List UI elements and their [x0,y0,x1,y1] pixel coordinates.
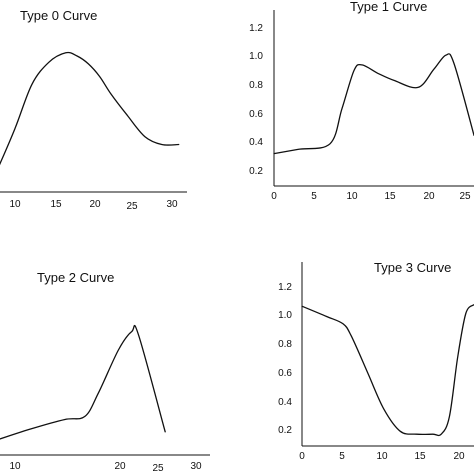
x-tick-label: 25 [152,463,164,474]
x-tick-label: 25 [126,201,138,212]
x-tick-label: 30 [166,199,178,210]
series-line-type-0 [0,51,180,166]
x-tick-label: 20 [114,461,126,472]
y-tick-label: 0.8 [278,339,292,350]
y-tick-label: 1.2 [249,23,263,34]
panel-type-2: Type 2 Curve 10 20 25 30 [0,270,210,474]
x-tick-label: 15 [50,199,62,210]
panel-title-type-3: Type 3 Curve [374,260,451,275]
series-line-type-2 [0,324,166,440]
panel-title-type-1: Type 1 Curve [350,0,427,14]
y-tick-label: 1.0 [249,51,263,62]
x-tick-label: 10 [346,191,358,202]
panel-type-1: Type 1 Curve 0.2 0.4 0.6 0.8 1.0 1.2 0 5… [249,0,474,202]
series-line-type-3 [301,304,474,437]
x-tick-label: 20 [423,191,435,202]
panel-title-type-0: Type 0 Curve [20,8,97,23]
x-ticks-type-0: 10 15 20 25 30 [9,199,178,212]
x-tick-label: 20 [453,451,465,462]
x-tick-label: 15 [414,451,426,462]
panel-title-type-2: Type 2 Curve [37,270,114,285]
x-tick-label: 5 [339,451,345,462]
y-tick-label: 0.6 [278,368,292,379]
y-tick-label: 0.8 [249,80,263,91]
series-line-type-1 [273,53,474,155]
x-tick-label: 5 [311,191,317,202]
y-tick-label: 1.2 [278,282,292,293]
x-ticks-type-2: 10 20 25 30 [9,461,202,474]
y-tick-label: 0.2 [278,425,292,436]
x-tick-label: 0 [299,451,305,462]
y-ticks-type-3: 0.2 0.4 0.6 0.8 1.0 1.2 [278,282,292,436]
x-tick-label: 10 [9,461,21,472]
y-ticks-type-1: 0.2 0.4 0.6 0.8 1.0 1.2 [249,23,263,177]
y-tick-label: 0.4 [249,137,263,148]
y-tick-label: 1.0 [278,310,292,321]
x-ticks-type-1: 0 5 10 15 20 25 [271,191,471,202]
x-tick-label: 0 [271,191,277,202]
x-tick-label: 30 [190,461,202,472]
x-tick-label: 10 [9,199,21,210]
x-tick-label: 20 [89,199,101,210]
panel-type-0: Type 0 Curve 10 15 20 25 30 [0,8,187,212]
x-tick-label: 10 [376,451,388,462]
panel-type-3: Type 3 Curve 0.2 0.4 0.6 0.8 1.0 1.2 0 5… [278,260,474,462]
y-tick-label: 0.6 [249,109,263,120]
y-tick-label: 0.2 [249,166,263,177]
x-ticks-type-3: 0 5 10 15 20 [299,451,465,462]
x-tick-label: 25 [459,191,471,202]
y-tick-label: 0.4 [278,397,292,408]
x-tick-label: 15 [384,191,396,202]
